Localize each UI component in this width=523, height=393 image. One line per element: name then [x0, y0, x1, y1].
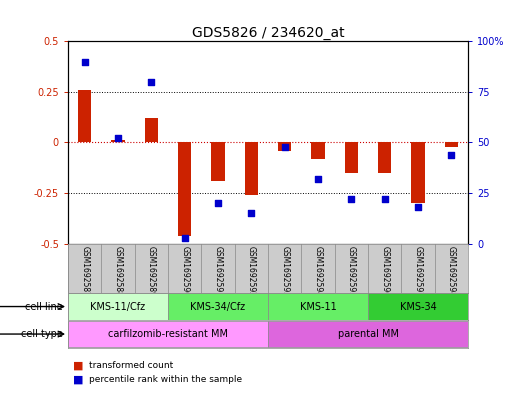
Point	[414, 204, 422, 210]
Point	[314, 176, 322, 182]
Text: carfilzomib-resistant MM: carfilzomib-resistant MM	[108, 329, 228, 339]
Bar	[278, 142, 291, 151]
Text: percentile rank within the sample: percentile rank within the sample	[89, 375, 242, 384]
Text: GSM1692588: GSM1692588	[113, 246, 122, 297]
Text: parental MM: parental MM	[337, 329, 399, 339]
Bar	[178, 142, 191, 235]
Text: cell type: cell type	[21, 329, 63, 339]
Bar	[168, 293, 268, 320]
Point	[447, 151, 456, 158]
Text: KMS-34/Cfz: KMS-34/Cfz	[190, 301, 246, 312]
Point	[347, 196, 356, 202]
Text: GSM1692593: GSM1692593	[280, 246, 289, 297]
Text: GSM1692592: GSM1692592	[247, 246, 256, 297]
Text: GSM1692595: GSM1692595	[347, 246, 356, 297]
Text: KMS-11: KMS-11	[300, 301, 336, 312]
Point	[247, 210, 256, 217]
Text: cell line: cell line	[25, 301, 63, 312]
Bar	[345, 142, 358, 173]
Title: GDS5826 / 234620_at: GDS5826 / 234620_at	[192, 26, 344, 40]
Text: GSM1692591: GSM1692591	[213, 246, 222, 297]
Text: ■: ■	[73, 360, 84, 371]
Text: transformed count: transformed count	[89, 361, 173, 370]
Bar	[68, 321, 268, 347]
Point	[81, 58, 89, 64]
Text: GSM1692597: GSM1692597	[414, 246, 423, 297]
Bar	[78, 90, 92, 142]
Text: GSM1692598: GSM1692598	[447, 246, 456, 297]
Bar	[378, 142, 391, 173]
Point	[147, 79, 155, 85]
Bar	[445, 142, 458, 147]
Text: GSM1692594: GSM1692594	[314, 246, 323, 297]
Text: KMS-34: KMS-34	[400, 301, 437, 312]
Point	[180, 235, 189, 241]
Bar	[368, 293, 468, 320]
Point	[214, 200, 222, 206]
Text: GSM1692587: GSM1692587	[80, 246, 89, 297]
Text: KMS-11/Cfz: KMS-11/Cfz	[90, 301, 145, 312]
Bar	[211, 142, 225, 181]
Text: GSM1692590: GSM1692590	[180, 246, 189, 297]
Point	[114, 135, 122, 141]
Text: GSM1692589: GSM1692589	[147, 246, 156, 297]
Bar	[311, 142, 325, 159]
Bar	[268, 321, 468, 347]
Bar	[145, 118, 158, 142]
Text: GSM1692596: GSM1692596	[380, 246, 389, 297]
Bar	[412, 142, 425, 203]
Bar	[268, 293, 368, 320]
Bar	[245, 142, 258, 195]
Point	[381, 196, 389, 202]
Point	[280, 143, 289, 150]
Text: ■: ■	[73, 374, 84, 384]
Bar	[111, 140, 124, 142]
Bar	[68, 293, 168, 320]
